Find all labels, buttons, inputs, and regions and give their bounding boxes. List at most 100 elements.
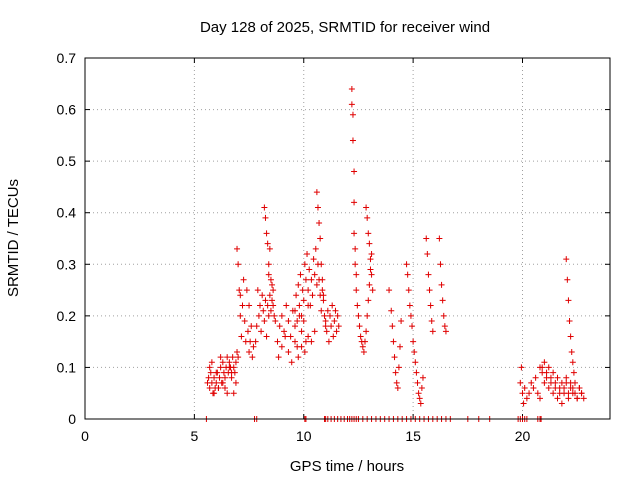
data-point bbox=[246, 302, 253, 309]
data-point bbox=[329, 302, 336, 309]
data-point bbox=[419, 374, 426, 381]
data-point bbox=[230, 390, 237, 397]
data-point bbox=[265, 312, 272, 319]
data-point bbox=[367, 266, 374, 273]
data-point bbox=[282, 333, 289, 340]
data-point bbox=[271, 312, 278, 319]
data-point bbox=[335, 323, 342, 330]
data-point bbox=[263, 230, 270, 237]
data-point bbox=[363, 204, 370, 211]
data-point bbox=[558, 400, 565, 407]
data-point bbox=[216, 374, 223, 381]
data-point bbox=[261, 318, 268, 325]
data-point bbox=[247, 338, 254, 345]
data-point bbox=[319, 276, 326, 283]
data-point bbox=[354, 302, 361, 309]
data-point bbox=[331, 318, 338, 325]
data-point bbox=[298, 312, 305, 319]
data-point bbox=[257, 302, 263, 309]
data-point bbox=[254, 287, 261, 294]
data-point bbox=[262, 214, 269, 221]
data-point bbox=[208, 359, 215, 366]
data-point bbox=[206, 364, 213, 371]
data-point bbox=[292, 307, 298, 314]
data-point bbox=[365, 230, 372, 237]
data-point bbox=[222, 385, 228, 392]
data-point bbox=[543, 374, 550, 381]
data-point bbox=[293, 292, 300, 299]
data-point bbox=[363, 328, 370, 335]
data-point bbox=[229, 354, 236, 361]
data-point bbox=[316, 220, 323, 227]
data-point bbox=[258, 328, 265, 335]
data-point bbox=[412, 359, 419, 366]
data-point bbox=[558, 379, 565, 386]
data-point bbox=[248, 323, 255, 330]
data-point bbox=[305, 333, 312, 340]
data-point bbox=[565, 395, 572, 402]
data-point bbox=[333, 328, 340, 335]
data-point bbox=[235, 354, 242, 361]
data-points bbox=[203, 85, 587, 422]
data-point bbox=[287, 333, 294, 340]
data-point bbox=[238, 333, 245, 340]
data-point bbox=[264, 240, 271, 247]
data-point bbox=[564, 276, 571, 283]
data-point bbox=[246, 348, 253, 355]
data-point bbox=[360, 348, 367, 355]
data-point bbox=[556, 390, 563, 397]
data-point bbox=[406, 302, 413, 309]
data-point bbox=[355, 312, 362, 319]
data-point bbox=[392, 369, 399, 376]
data-point bbox=[318, 307, 325, 314]
data-point bbox=[519, 390, 526, 397]
data-point bbox=[568, 348, 575, 355]
data-point bbox=[298, 328, 305, 335]
data-point bbox=[530, 385, 537, 392]
data-point bbox=[215, 385, 222, 392]
data-point bbox=[425, 271, 432, 278]
data-point bbox=[224, 390, 231, 397]
data-point bbox=[211, 374, 218, 381]
data-point bbox=[269, 281, 276, 288]
data-point bbox=[426, 287, 433, 294]
data-point bbox=[440, 312, 447, 319]
data-point bbox=[313, 281, 320, 288]
data-point bbox=[304, 250, 311, 257]
data-point bbox=[388, 307, 395, 314]
data-point bbox=[234, 348, 241, 355]
data-point bbox=[274, 338, 281, 345]
data-point bbox=[226, 359, 233, 366]
x-tick-label: 10 bbox=[296, 428, 312, 444]
data-point bbox=[234, 245, 241, 252]
y-tick-label: 0.1 bbox=[57, 359, 77, 375]
data-point bbox=[252, 338, 259, 345]
data-point bbox=[269, 297, 276, 304]
data-point bbox=[295, 281, 302, 288]
data-point bbox=[442, 328, 449, 335]
data-point bbox=[386, 287, 393, 294]
data-point bbox=[301, 261, 308, 268]
data-point bbox=[561, 385, 568, 392]
data-point bbox=[394, 385, 401, 392]
data-point bbox=[298, 343, 305, 350]
data-point bbox=[213, 369, 220, 376]
data-point bbox=[270, 302, 277, 309]
data-point bbox=[554, 374, 561, 381]
data-point bbox=[232, 379, 239, 386]
data-point bbox=[552, 385, 559, 392]
data-point bbox=[417, 400, 424, 407]
y-tick-label: 0.7 bbox=[57, 50, 77, 66]
data-point bbox=[576, 385, 583, 392]
data-point bbox=[550, 369, 557, 376]
x-tick-label: 5 bbox=[190, 428, 198, 444]
data-point bbox=[415, 390, 422, 397]
data-point bbox=[243, 287, 250, 294]
y-tick-label: 0.5 bbox=[57, 153, 77, 169]
data-point bbox=[349, 111, 356, 118]
data-point bbox=[409, 323, 416, 330]
data-point bbox=[348, 85, 355, 92]
data-point bbox=[404, 271, 411, 278]
data-point bbox=[534, 390, 541, 397]
data-point bbox=[565, 390, 572, 397]
